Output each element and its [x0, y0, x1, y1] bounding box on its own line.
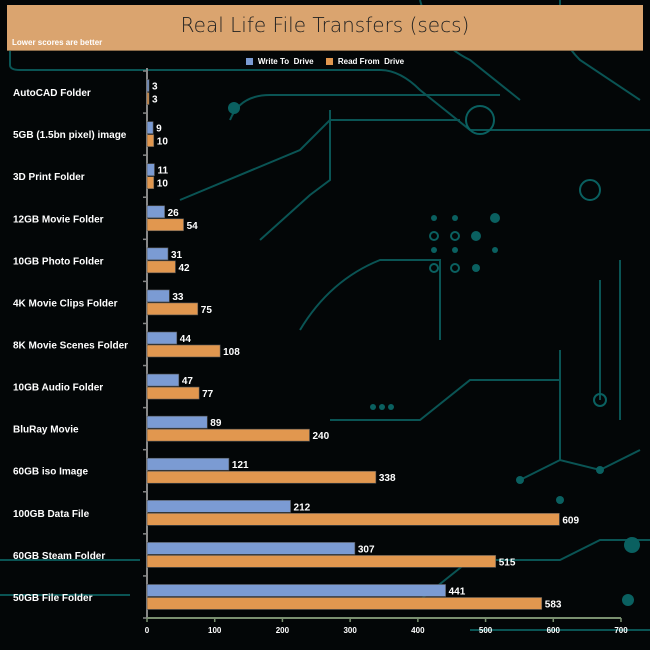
data-label-write: 441: [449, 586, 466, 597]
data-label-read: 108: [223, 347, 240, 358]
bar-write: [146, 457, 230, 471]
data-label-write: 3: [152, 82, 158, 93]
data-label-write: 33: [172, 292, 184, 303]
bar-read: [146, 428, 310, 442]
data-label-write: 121: [232, 460, 249, 471]
bar-read: [146, 218, 184, 232]
data-label-read: 515: [499, 557, 516, 568]
x-tick-label: 100: [208, 626, 222, 635]
bar-read: [146, 176, 155, 189]
bar-write: [146, 415, 208, 429]
bar-read: [146, 344, 221, 358]
x-tick-label: 0: [145, 626, 150, 635]
bar-write: [146, 289, 170, 303]
data-label-read: 583: [545, 599, 562, 610]
bar-write: [146, 331, 178, 345]
bar-write: [146, 500, 291, 513]
bar-write: [146, 79, 150, 92]
bar-write: [146, 584, 446, 597]
x-tick-label: 400: [411, 626, 425, 635]
data-label-read: 3: [152, 95, 158, 106]
bar-write: [146, 163, 155, 176]
category-label: 100GB Data File: [13, 509, 90, 520]
data-label-write: 212: [294, 502, 311, 513]
legend-label-read: Read From Drive: [337, 57, 405, 66]
bar-write: [146, 373, 180, 387]
bar-read: [146, 260, 176, 274]
data-label-write: 31: [171, 250, 183, 261]
category-label: AutoCAD Folder: [13, 88, 91, 99]
bar-read: [146, 302, 199, 316]
chart-subtitle: Lower scores are better: [12, 38, 103, 47]
category-label: 60GB iso Image: [13, 467, 88, 478]
data-label-write: 307: [358, 544, 375, 555]
bar-write: [146, 542, 356, 555]
bar-read: [146, 386, 200, 400]
category-label: 50GB File Folder: [13, 593, 93, 604]
legend-swatch-read: [325, 58, 333, 65]
category-label: 60GB Steam Folder: [13, 551, 105, 562]
x-tick-label: 500: [479, 626, 493, 635]
chart-title: Real Life File Transfers (secs): [180, 13, 470, 37]
bar-write: [146, 247, 169, 261]
data-label-write: 47: [182, 376, 194, 387]
x-tick-label: 700: [614, 626, 628, 635]
legend: Write To Drive Read From Drive: [0, 57, 650, 66]
legend-swatch-write: [245, 58, 253, 65]
category-label: 10GB Photo Folder: [13, 256, 104, 267]
category-label: 4K Movie Clips Folder: [13, 298, 118, 309]
bar-read: [146, 555, 497, 568]
x-tick-label: 300: [343, 626, 357, 635]
data-label-read: 77: [202, 389, 214, 400]
bar-read: [146, 513, 560, 526]
data-label-write: 26: [168, 208, 180, 219]
legend-label-write: Write To Drive: [257, 57, 314, 66]
data-label-read: 609: [562, 515, 579, 526]
data-label-read: 54: [187, 221, 199, 232]
data-label-read: 10: [157, 179, 169, 190]
category-label: 8K Movie Scenes Folder: [13, 341, 128, 352]
chart-header: Real Life File Transfers (secs) Lower sc…: [7, 5, 643, 51]
bar-read: [146, 470, 377, 484]
category-label: 3D Print Folder: [13, 172, 85, 183]
bar-write: [146, 121, 154, 134]
x-tick-label: 600: [547, 626, 561, 635]
data-label-read: 338: [379, 473, 396, 484]
data-label-write: 89: [210, 418, 222, 429]
data-label-write: 11: [157, 166, 168, 177]
data-label-write: 44: [180, 334, 192, 345]
category-label: BluRay Movie: [13, 425, 79, 436]
data-label-read: 75: [201, 305, 213, 316]
data-label-read: 10: [157, 137, 169, 148]
bar-read: [146, 92, 150, 105]
bar-read: [146, 134, 155, 147]
data-label-read: 240: [313, 431, 330, 442]
data-label-write: 9: [156, 124, 162, 135]
bar-write: [146, 205, 165, 219]
category-label: 10GB Audio Folder: [13, 383, 103, 394]
legend-item-write: Write To Drive: [245, 57, 314, 66]
x-tick-label: 200: [276, 626, 290, 635]
category-label: 12GB Movie Folder: [13, 214, 104, 225]
bar-read: [146, 597, 543, 610]
data-label-read: 42: [178, 263, 190, 274]
category-label: 5GB (1.5bn pixel) image: [13, 130, 127, 141]
legend-item-read: Read From Drive: [325, 57, 405, 66]
